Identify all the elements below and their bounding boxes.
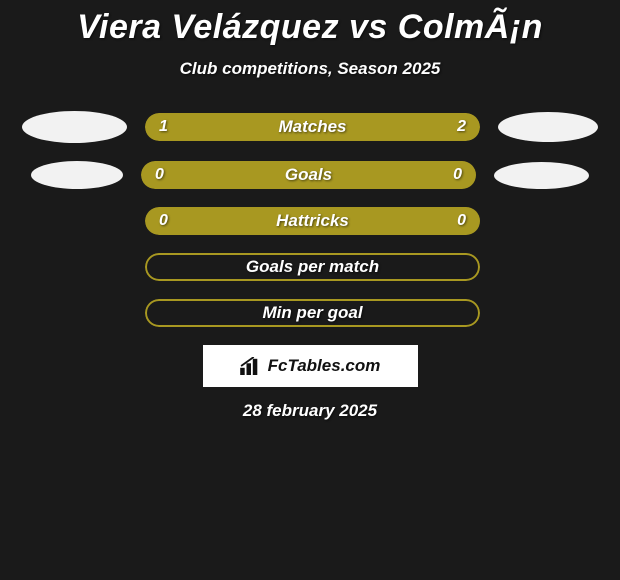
stat-row: 0Hattricks0 <box>0 207 620 235</box>
spacer <box>498 313 598 314</box>
stat-row: 0Goals0 <box>0 161 620 189</box>
spacer <box>498 267 598 268</box>
generation-date: 28 february 2025 <box>0 401 620 421</box>
spacer <box>498 221 598 222</box>
stat-value-right: 0 <box>453 166 462 184</box>
stat-value-right: 0 <box>457 212 466 230</box>
stat-label: Matches <box>145 117 480 137</box>
stats-list: 1Matches20Goals00Hattricks0Goals per mat… <box>0 111 620 327</box>
logo-text: FcTables.com <box>268 356 381 376</box>
stat-row: Min per goal <box>0 299 620 327</box>
comparison-infographic: Viera Velázquez vs ColmÃ¡n Club competit… <box>0 0 620 421</box>
stat-bar: 1Matches2 <box>145 113 480 141</box>
stat-label: Goals <box>141 165 476 185</box>
page-subtitle: Club competitions, Season 2025 <box>0 59 620 79</box>
bar-chart-icon <box>240 357 262 375</box>
stat-bar: 0Goals0 <box>141 161 476 189</box>
stat-bar: Goals per match <box>145 253 480 281</box>
player-b-avatar-placeholder <box>494 162 589 189</box>
stat-row: Goals per match <box>0 253 620 281</box>
stat-row: 1Matches2 <box>0 111 620 143</box>
stat-value-right: 2 <box>457 118 466 136</box>
page-title: Viera Velázquez vs ColmÃ¡n <box>0 8 620 47</box>
stat-bar: Min per goal <box>145 299 480 327</box>
spacer <box>22 221 127 222</box>
stat-label: Goals per match <box>145 257 480 277</box>
stat-label: Min per goal <box>145 303 480 323</box>
player-a-avatar-placeholder <box>31 161 123 189</box>
stat-label: Hattricks <box>145 211 480 231</box>
spacer <box>22 313 127 314</box>
player-a-avatar-placeholder <box>22 111 127 143</box>
spacer <box>22 267 127 268</box>
player-b-avatar-placeholder <box>498 112 598 142</box>
stat-bar: 0Hattricks0 <box>145 207 480 235</box>
attribution-logo: FcTables.com <box>203 345 418 387</box>
